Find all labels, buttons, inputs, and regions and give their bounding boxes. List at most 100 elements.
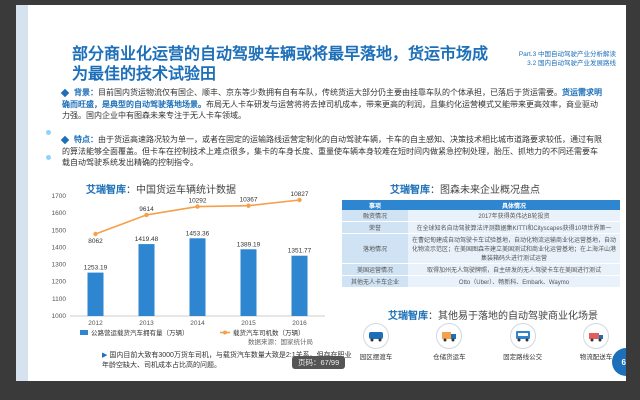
section-label: Part.3 中国自动驾驶产业分析解读 3.2 国内自动驾驶产业发展路线 [506,50,616,68]
scene-heading: 艾瑞智库：其他易于落地的自动驾驶商业化场景 [388,307,598,322]
x-tick-label: 2016 [292,320,307,327]
table-cell-key: 落地情况 [342,233,408,264]
sub-part-line: 3.2 国内自动驾驶产业发展路线 [527,60,616,67]
y-tick-label: 1300 [52,262,67,269]
line-point [93,231,98,237]
bar [87,272,104,316]
legend-swatch-point [223,330,227,335]
scene-label: 物流配送车 [579,354,613,361]
bar-value-label: 1253.19 [84,265,108,272]
scene-item: 物流配送车 [571,323,621,361]
bar-value-label: 1453.36 [186,230,210,237]
bullet-features: 特点：由于货运高速路况较为单一，或者在固定的运输路线运营定制化的自动驾驶车辆，卡… [60,134,602,169]
scene-label: 园区摆渡车 [359,354,393,361]
bar-value-label: 1389.19 [237,241,261,248]
cargo-truck-icon [436,323,463,349]
shuttle-bus-icon [363,323,389,349]
table-cell-key: 荣誉 [342,221,408,234]
bar-value-label: 1419.48 [135,236,159,243]
table-cell-key: 其他无人卡车企业 [342,275,408,288]
footnote-text: 国内目前大致有3000万货车司机，与载货汽车数量大致是2:1关系。但存在职业年龄… [102,352,352,369]
slide-decoration [16,5,28,381]
legend-swatch-bar [80,330,88,335]
bar-value-label: 1351.77 [288,248,312,255]
bar [240,249,257,316]
table-row: 荣誉 在全球知名自动驾驶算法评测数据集KITTI和Cityscapes获得10项世… [342,221,620,234]
bullet-text: 目前国内货运物流仅有国企、顺丰、京东等少数拥有自有车队，传统货运大部分仍主要由挂… [98,88,562,97]
table-heading: 艾瑞智库：图森未来企业概况盘点 [390,181,540,196]
line-value-label: 10367 [239,197,257,204]
bullet-label: 背景： [74,88,98,97]
scene-label: 固定路线公交 [503,354,543,361]
bullet-text: 布局无人卡车研发与运营将将去掉司机成本，带来更高的利润，且集约化运营模式又能带来… [62,99,598,121]
table-cell-value: 2017年获得英伟达B轮投资 [408,210,620,222]
highlight-dot-icon [46,130,51,135]
page-indicator: 页码：67/99 [292,356,346,369]
bar-line-chart: 1700 1600 1500 1400 1300 1200 1100 1000 1253.19… [52,191,325,337]
table-cell-key: 融资情况 [342,210,408,222]
table-header-key: 事项 [342,200,408,210]
legend-label: 载货汽车司机数（万辆） [233,328,305,337]
y-tick-label: 1100 [52,296,66,303]
scene-item: 仓储货运车 [424,323,474,361]
line-value-label: 9614 [139,206,154,213]
chart-source: 数据来源：国家统计局 [248,339,313,346]
legend-label: 公路营运载货汽车拥有量（万辆） [91,328,189,337]
bar [138,244,155,316]
table-row: 融资情况 2017年获得英伟达B轮投资 [342,210,620,222]
table-cell-value: 在全球知名自动驾驶算法评测数据集KITTI和Cityscapes获得10项世界第… [408,221,620,234]
line-point [144,212,149,218]
table-cell-value: 取得加州无人驾驶牌照，自主研发的无人驾驶卡车在美国进行测试 [408,263,620,276]
page-number: 67 [612,348,626,376]
y-tick-label: 1500 [52,227,67,234]
brand-label: 艾瑞智库 [388,311,428,322]
diamond-bullet-icon [60,88,70,98]
bullet-highlight: 货运需求明确而旺盛，是典型的自动驾驶落地场景。 [62,88,602,109]
line-point [297,197,302,203]
bus-icon [509,323,536,349]
scene-item: 园区摆渡车 [351,323,401,361]
line-point [195,204,200,209]
brand-label: 艾瑞智库 [390,185,430,196]
x-tick-label: 2012 [88,320,103,327]
bullet-background: 背景：目前国内货运物流仅有国企、顺丰、京东等少数拥有自有车队，传统货运大部分仍主… [60,87,602,122]
table-row: 美国运营情况 取得加州无人驾驶牌照，自主研发的无人驾驶卡车在美国进行测试 [342,263,620,276]
bar [189,238,206,316]
y-tick-label: 1600 [52,210,67,217]
line-value-label: 10827 [290,191,308,198]
table-cell-key: 美国运营情况 [342,263,408,276]
bar [291,255,308,316]
y-tick-label: 1200 [52,279,67,286]
x-tick-label: 2013 [139,320,154,327]
slide-title: 部分商业化运营的自动驾驶车辆或将最早落地，货运市场成为最佳的技术试验田 [72,46,489,83]
brand-label: 艾瑞智库 [86,185,126,196]
line-point [246,203,251,208]
table-row: 其他无人卡车企业 Otto（Uber）、畅新科、Embark、Waymo [342,275,620,288]
chart-heading: 艾瑞智库：中国货运车辆统计数据 [86,181,236,196]
footnote: ▶ 国内目前大致有3000万货车司机，与载货汽车数量大致是2:1关系。但存在职业… [102,351,352,371]
y-tick-label: 1400 [52,244,67,251]
highlight-dot-icon [46,155,51,160]
chart-heading-text: ：中国货运车辆统计数据 [126,185,236,196]
company-table: 事项 具体情况 融资情况 2017年获得英伟达B轮投资 荣誉 在全球知名自动驾驶算法评测… [342,200,620,288]
part-line: Part.3 中国自动驾驶产业分析解读 [518,51,616,58]
arrow-bullet-icon: ▶ [102,352,110,359]
table-row: 落地情况 在曹妃甸建成自动驾驶卡车试验基地，自动化物流运输商业化运营基地，自动化物… [342,233,620,264]
table-header-val: 具体情况 [408,200,620,210]
scene-heading-text: ：其他易于落地的自动驾驶商业化场景 [428,311,598,322]
diamond-bullet-icon [60,135,70,145]
table-heading-text: ：图森未来企业概况盘点 [430,185,540,196]
y-tick-label: 1000 [52,313,67,320]
line-value-label: 10292 [188,198,206,205]
x-tick-label: 2014 [190,320,205,327]
bullet-label: 特点： [74,135,98,144]
bullet-text: 由于货运高速路况较为单一，或者在固定的运输路线运营定制化的自动驾驶车辆，卡车的自… [62,135,602,167]
table-cell-value: 在曹妃甸建成自动驾驶卡车试验基地，自动化物流运输商业化运营基地，自动化物流示范区… [408,233,620,264]
table-cell-value: Otto（Uber）、畅新科、Embark、Waymo [408,275,620,288]
scene-item: 固定路线公交 [498,323,548,361]
scene-label: 仓储货运车 [433,354,466,361]
line-value-label: 8062 [88,238,103,245]
y-tick-label: 1700 [52,193,67,200]
slide: 部分商业化运营的自动驾驶车辆或将最早落地，货运市场成为最佳的技术试验田 Part… [16,5,626,381]
x-tick-label: 2015 [241,320,256,327]
